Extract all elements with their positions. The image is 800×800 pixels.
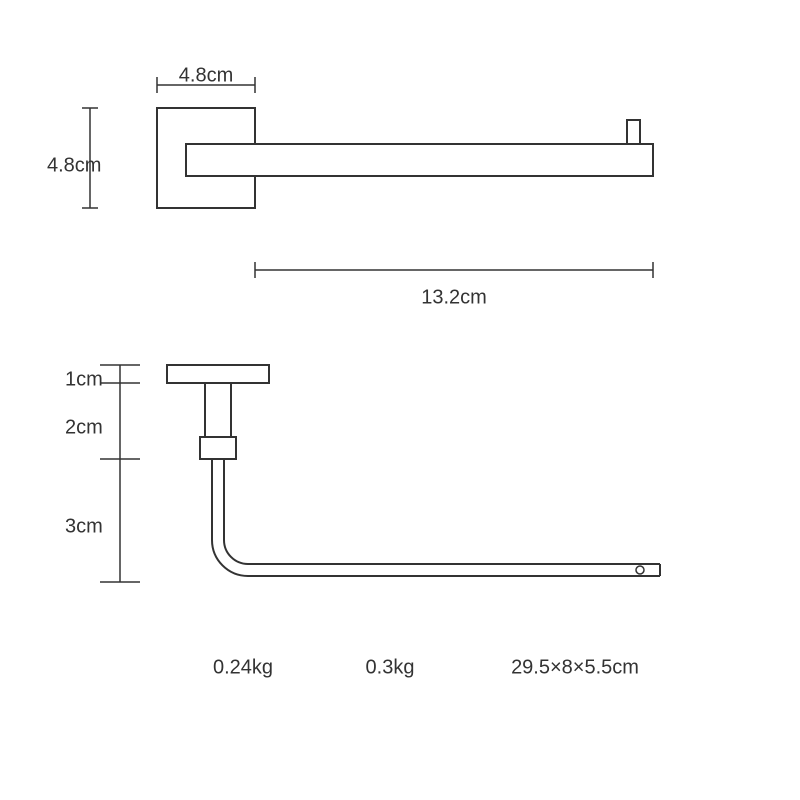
svg-text:13.2cm: 13.2cm [421, 286, 487, 308]
svg-text:2cm: 2cm [65, 416, 103, 438]
svg-text:0.24kg: 0.24kg [213, 656, 273, 678]
svg-text:3cm: 3cm [65, 515, 103, 537]
side-bar-inner [224, 459, 660, 564]
front-arm [186, 144, 653, 176]
svg-text:4.8cm: 4.8cm [179, 64, 233, 86]
side-cap [167, 365, 269, 383]
side-joint [200, 437, 236, 459]
svg-text:4.8cm: 4.8cm [47, 154, 101, 176]
front-end-stud [627, 120, 640, 144]
side-bar-outer [212, 459, 660, 576]
svg-text:0.3kg: 0.3kg [366, 656, 415, 678]
side-bar-hole [636, 566, 644, 574]
dimension-diagram: 4.8cm 4.8cm 13.2cm 1cm 2cm 3cm 0.24kg 0.3kg 29.5… [0, 0, 800, 800]
svg-text:29.5×8×5.5cm: 29.5×8×5.5cm [511, 656, 639, 678]
svg-text:1cm: 1cm [65, 368, 103, 390]
side-stem [205, 383, 231, 437]
